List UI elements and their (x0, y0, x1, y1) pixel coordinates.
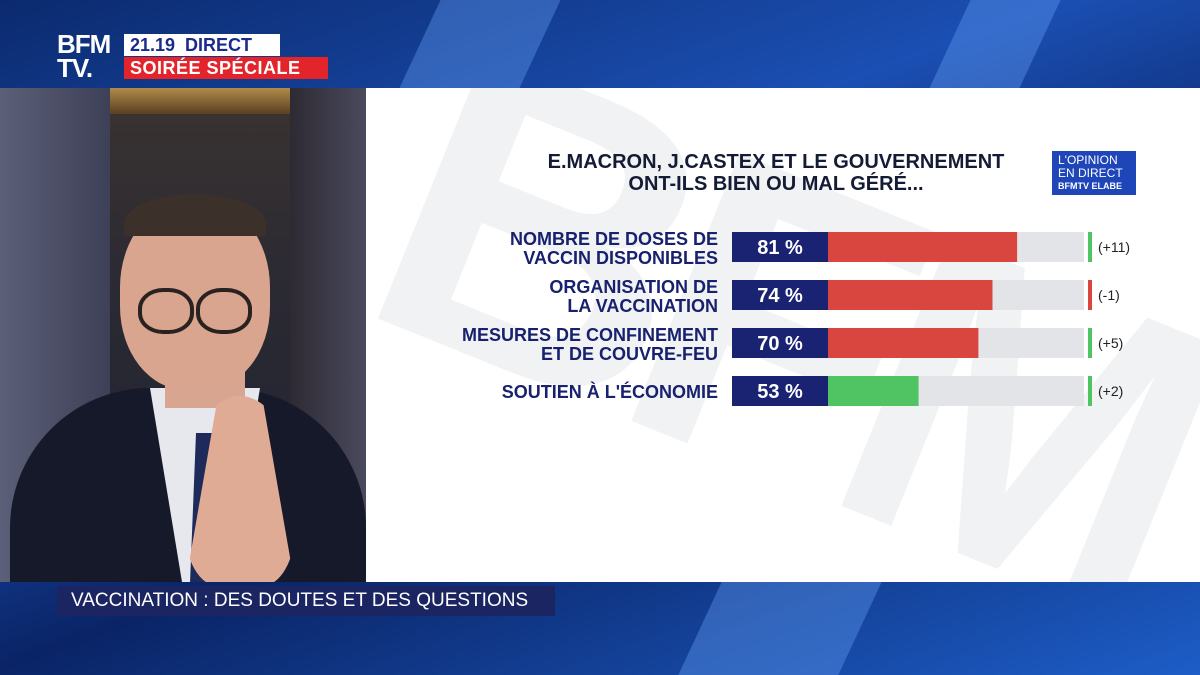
logo-line-1: BFM (57, 29, 111, 59)
speaker-glasses-right (196, 288, 252, 334)
bar-value-label: 53 % (757, 381, 803, 403)
change-indicator (1088, 232, 1092, 262)
video-feed (0, 88, 366, 582)
bar-value-box (732, 232, 828, 262)
bar-value-box (732, 376, 828, 406)
background-stripe (678, 582, 882, 675)
bar (828, 280, 993, 310)
category-label: MESURES DE CONFINEMENT (462, 325, 718, 345)
speaker-hair (124, 194, 266, 236)
lower-third-caption: VACCINATION : DES DOUTES ET DES QUESTION… (57, 586, 555, 616)
chart-title-line-1: E.MACRON, J.CASTEX ET LE GOUVERNEMENT (547, 151, 1005, 173)
category-label: NOMBRE DE DOSES DE (510, 229, 718, 249)
badge-line-1: L'OPINION (1058, 153, 1118, 167)
category-label: VACCIN DISPONIBLES (523, 248, 718, 268)
background-stripe (929, 0, 1061, 88)
live-label: DIRECT (185, 35, 253, 55)
chart-title: E.MACRON, J.CASTEX ET LE GOUVERNEMENT ON… (516, 151, 1036, 195)
change-label: (-1) (1098, 287, 1120, 303)
bar-value-box (732, 280, 828, 310)
badge-line-3: BFMTV ELABE (1058, 181, 1122, 191)
change-label: (+2) (1098, 383, 1123, 399)
change-indicator (1088, 328, 1092, 358)
chart-title-line-2: ONT-ILS BIEN OU MAL GÉRÉ... (628, 173, 924, 195)
badge-line-2: EN DIRECT (1058, 166, 1123, 180)
speaker-glasses-left (138, 288, 194, 334)
poll-panel: BFM E.MACRON, J.CASTEX ET LE GOUVERNEMEN… (366, 88, 1200, 582)
bar (828, 328, 979, 358)
live-time-tag: 21.19 DIRECT (124, 34, 280, 56)
change-indicator (1088, 280, 1092, 310)
bar-value-label: 81 % (757, 237, 803, 259)
category-label: SOUTIEN À L'ÉCONOMIE (502, 381, 718, 402)
background-stripe (399, 0, 561, 88)
program-tag: SOIRÉE SPÉCIALE (124, 57, 328, 79)
category-label: LA VACCINATION (567, 296, 718, 316)
opinion-badge: L'OPINION EN DIRECT BFMTV ELABE (1052, 151, 1136, 195)
bar (828, 376, 919, 406)
change-indicator (1088, 376, 1092, 406)
logo-line-2: TV. (57, 53, 93, 83)
bar-value-label: 74 % (757, 285, 803, 307)
category-label: ORGANISATION DE (549, 277, 718, 297)
clock-time: 21.19 (130, 35, 176, 55)
bar-value-box (732, 328, 828, 358)
change-label: (+11) (1098, 239, 1130, 255)
change-label: (+5) (1098, 335, 1123, 351)
category-label: ET DE COUVRE-FEU (541, 344, 718, 364)
bar-value-label: 70 % (757, 333, 803, 355)
channel-logo: BFM TV. (57, 29, 119, 83)
bar (828, 232, 1018, 262)
